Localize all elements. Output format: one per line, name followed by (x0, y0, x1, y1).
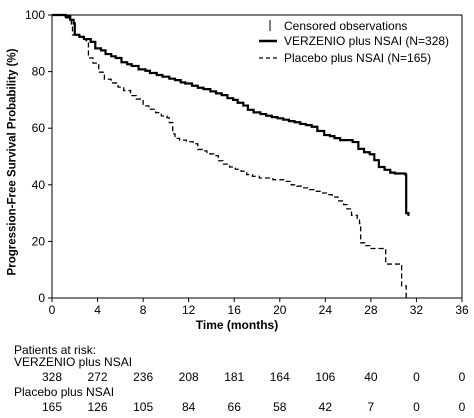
risk-count-placebo: 126 (87, 400, 108, 414)
risk-count-verzenio: 208 (178, 370, 199, 384)
x-tick-label: 12 (182, 303, 196, 317)
legend-label-verzenio: VERZENIO plus NSAI (N=328) (284, 34, 449, 48)
y-tick-label: 100 (25, 8, 45, 22)
x-tick-label: 32 (410, 303, 424, 317)
x-tick-label: 36 (455, 303, 469, 317)
risk-table-title: Patients at risk: (14, 343, 97, 357)
risk-count-placebo: 0 (458, 400, 466, 414)
risk-count-verzenio: 181 (224, 370, 245, 384)
verzenio-curve (52, 13, 410, 216)
risk-count-verzenio: 0 (413, 370, 420, 384)
y-tick-label: 60 (32, 121, 46, 135)
x-tick-label: 16 (228, 303, 242, 317)
x-tick-label: 20 (273, 303, 287, 317)
risk-count-verzenio: 164 (269, 370, 290, 384)
risk-count-placebo: 42 (318, 400, 332, 414)
risk-count-verzenio: 106 (315, 370, 336, 384)
risk-count-verzenio: 328 (41, 370, 63, 384)
x-axis-title: Time (months) (195, 318, 279, 332)
risk-group-label-verzenio: VERZENIO plus NSAI (14, 355, 133, 369)
y-tick-label: 40 (32, 178, 46, 192)
censor-legend-label: Censored observations (284, 19, 407, 33)
x-tick-label: 24 (319, 303, 333, 317)
x-tick-label: 8 (140, 303, 147, 317)
plot-frame (51, 14, 463, 299)
risk-count-verzenio: 272 (87, 370, 108, 384)
y-axis-title: Progression-Free Survival Probability (%… (5, 48, 18, 276)
x-tick-label: 4 (94, 303, 101, 317)
risk-count-verzenio: 0 (458, 370, 466, 384)
risk-count-placebo: 66 (227, 400, 241, 414)
risk-count-verzenio: 40 (364, 370, 378, 384)
risk-count-placebo: 165 (41, 400, 63, 414)
legend-label-placebo: Placebo plus NSAI (N=165) (284, 51, 431, 65)
y-tick-label: 20 (32, 234, 46, 248)
risk-count-verzenio: 236 (133, 370, 154, 384)
km-plot: 0 4 8 12 16 20 24 28 32 36 0 20 40 60 80 100 Censored o… (25, 8, 469, 317)
placebo-curve (52, 14, 407, 298)
x-tick-label: 0 (49, 303, 56, 317)
y-tick-label: 80 (32, 65, 46, 79)
axes: 0 4 8 12 16 20 24 28 32 36 0 20 40 60 80 100 (25, 8, 469, 317)
risk-count-placebo: 7 (367, 400, 375, 414)
risk-count-placebo: 84 (181, 400, 196, 414)
risk-count-placebo: 105 (133, 400, 154, 414)
curves (52, 13, 410, 298)
risk-count-placebo: 0 (413, 400, 420, 414)
x-tick-label: 28 (364, 303, 378, 317)
risk-count-placebo: 58 (273, 400, 287, 414)
risk-group-label-placebo: Placebo plus NSAI (14, 385, 115, 399)
y-tick-label: 0 (38, 291, 45, 305)
